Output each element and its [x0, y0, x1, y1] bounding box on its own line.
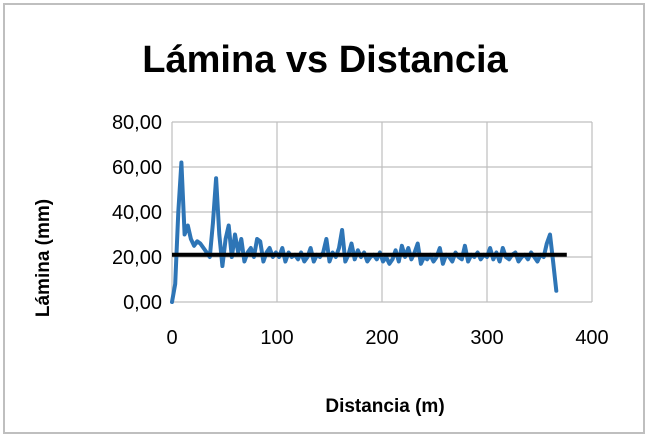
x-tick-label: 100 — [260, 327, 293, 349]
chart-frame — [3, 3, 645, 434]
grid-lines — [171, 121, 593, 303]
x-tick-label: 0 — [166, 327, 177, 349]
y-tick-label: 40,00 — [112, 202, 162, 224]
x-tick-label: 300 — [470, 327, 503, 349]
x-tick-labels: 0 100 200 300 400 — [166, 327, 608, 349]
chart-title: Lámina vs Distancia — [142, 39, 508, 81]
y-tick-label: 0,00 — [123, 292, 162, 314]
y-tick-label: 80,00 — [112, 112, 162, 134]
series-line-lamina — [170, 160, 559, 304]
x-tick-label: 200 — [365, 327, 398, 349]
y-tick-labels: 0,00 20,00 40,00 60,00 80,00 — [112, 112, 162, 314]
series-layer — [170, 160, 567, 304]
y-tick-label: 20,00 — [112, 247, 162, 269]
x-tick-label: 400 — [575, 327, 608, 349]
y-tick-label: 60,00 — [112, 157, 162, 179]
y-axis-title: Lámina (mm) — [33, 199, 54, 317]
x-axis-title: Distancia (m) — [325, 396, 444, 417]
